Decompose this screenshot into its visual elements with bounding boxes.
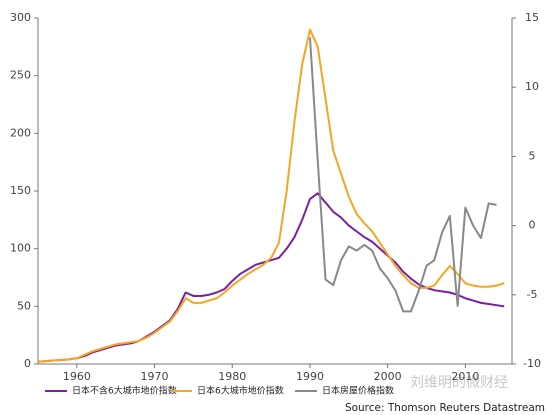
y-tick-label: 100 bbox=[10, 242, 31, 255]
y-tick-label: 0 bbox=[24, 357, 31, 370]
y2-tick-label: 15 bbox=[525, 11, 539, 24]
series-line bbox=[308, 37, 497, 313]
x-tick-label: 1990 bbox=[296, 370, 324, 383]
x-tick-label: 2000 bbox=[374, 370, 402, 383]
x-tick-label: 1970 bbox=[141, 370, 169, 383]
y2-tick-label: -10 bbox=[523, 357, 541, 370]
y2-tick-label: 0 bbox=[529, 219, 536, 232]
x-tick-label: 2010 bbox=[451, 370, 479, 383]
y2-tick-label: 5 bbox=[529, 149, 536, 162]
y2-tick-label: 10 bbox=[525, 80, 539, 93]
watermark: 刘维明的微财经 bbox=[410, 375, 508, 391]
y-tick-label: 50 bbox=[17, 299, 31, 312]
y-tick-label: 250 bbox=[10, 69, 31, 82]
x-tick-label: 1960 bbox=[63, 370, 91, 383]
series-line bbox=[37, 28, 505, 363]
series-line bbox=[37, 192, 505, 363]
y-tick-label: 300 bbox=[10, 11, 31, 24]
y2-tick-label: -5 bbox=[527, 288, 538, 301]
y-tick-label: 200 bbox=[10, 126, 31, 139]
y-tick-label: 150 bbox=[10, 184, 31, 197]
legend-label: 日本房屋价格指数 bbox=[322, 385, 394, 397]
source: Source: Thomson Reuters Datastream bbox=[345, 402, 545, 414]
legend-label: 日本不含6大城市地价指数 bbox=[72, 385, 177, 397]
x-tick-label: 1980 bbox=[218, 370, 246, 383]
legend-label: 日本6大城市地价指数 bbox=[197, 385, 284, 397]
